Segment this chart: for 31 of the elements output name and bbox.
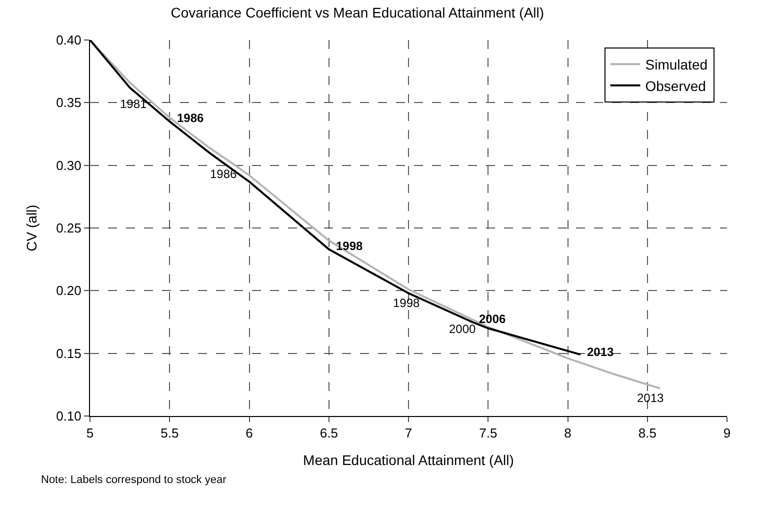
text: Note: Labels correspond to stock year (41, 474, 227, 486)
x-tick-label: 6.5 (320, 426, 338, 441)
annotation: 1986 (177, 111, 204, 125)
y-tick-label: 0.35 (56, 95, 82, 110)
x-tick-label: 5.5 (160, 426, 179, 441)
annotation: 2013 (637, 391, 664, 405)
y-tick-label: 0.40 (56, 32, 82, 48)
x-tick-label: 8 (564, 426, 572, 441)
y-tick-label: 0.10 (56, 408, 82, 424)
x-axis-title: Mean Educational Attainment (All) (303, 452, 514, 468)
legend-label: Simulated (645, 56, 708, 73)
annotation: 1981 (120, 97, 148, 111)
x-tick-label: 8.5 (638, 426, 656, 441)
annotation: 2006 (479, 312, 506, 326)
annotation: 1986 (210, 167, 238, 181)
chart-title: Covariance Coefficient vs Mean Educational Attainment (All) (170, 4, 544, 20)
x-tick-label: 5 (86, 426, 94, 441)
x-tick-label: 7 (404, 426, 412, 441)
annotation: 2000 (449, 322, 476, 336)
x-tick-label: 9 (723, 426, 731, 441)
y-tick-label: 0.30 (56, 158, 82, 173)
y-axis-title: CV (all) (24, 204, 40, 252)
annotation: 1998 (336, 239, 364, 253)
annotation: 2013 (587, 345, 614, 359)
y-tick-label: 0.20 (56, 283, 82, 298)
y-tick-label: 0.15 (56, 346, 82, 361)
legend-label: Observed (645, 78, 706, 94)
y-tick-label: 0.25 (56, 220, 82, 236)
x-tick-label: 7.5 (479, 426, 498, 441)
x-tick-label: 6 (246, 426, 253, 441)
annotation: 1998 (393, 296, 420, 310)
